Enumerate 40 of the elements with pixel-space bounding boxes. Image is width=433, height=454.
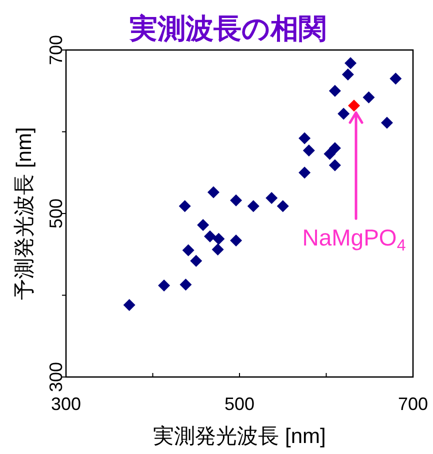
point	[338, 108, 350, 120]
point	[390, 72, 402, 85]
point	[328, 142, 341, 154]
annotation: NaMgPO$_{4}$	[302, 224, 406, 254]
point	[298, 132, 311, 144]
y-tick-label: 700	[46, 34, 66, 66]
point	[362, 91, 375, 104]
point	[123, 299, 136, 312]
point	[380, 116, 393, 129]
point	[247, 200, 260, 212]
y-tick-label: 500	[46, 198, 66, 229]
point	[344, 57, 357, 70]
point	[276, 200, 289, 212]
point	[342, 68, 354, 81]
x-tick-label: 500	[224, 394, 255, 414]
point	[178, 200, 191, 212]
point	[298, 166, 311, 179]
point	[230, 194, 242, 206]
point	[180, 278, 192, 291]
x-tick-label: 700	[398, 394, 428, 414]
x-axis-title: 実測発光波長 [nm]	[153, 425, 326, 448]
point	[230, 234, 242, 246]
point	[204, 230, 216, 242]
point	[324, 148, 336, 160]
point	[328, 84, 341, 97]
point	[266, 192, 278, 204]
point	[207, 186, 220, 198]
annotation: NaMgPO$_{4}$	[302, 111, 406, 254]
point	[182, 244, 194, 256]
point	[302, 144, 315, 157]
chart-title: 実測波長の相関	[128, 13, 326, 44]
point	[158, 279, 170, 292]
point	[212, 232, 225, 245]
point	[212, 243, 224, 256]
y-tick-label: 300	[46, 362, 66, 392]
point	[348, 100, 360, 112]
point	[197, 218, 210, 231]
y-axis-title: 予測発光波長 [nm]	[13, 127, 36, 300]
point	[328, 159, 341, 172]
point	[190, 254, 202, 267]
